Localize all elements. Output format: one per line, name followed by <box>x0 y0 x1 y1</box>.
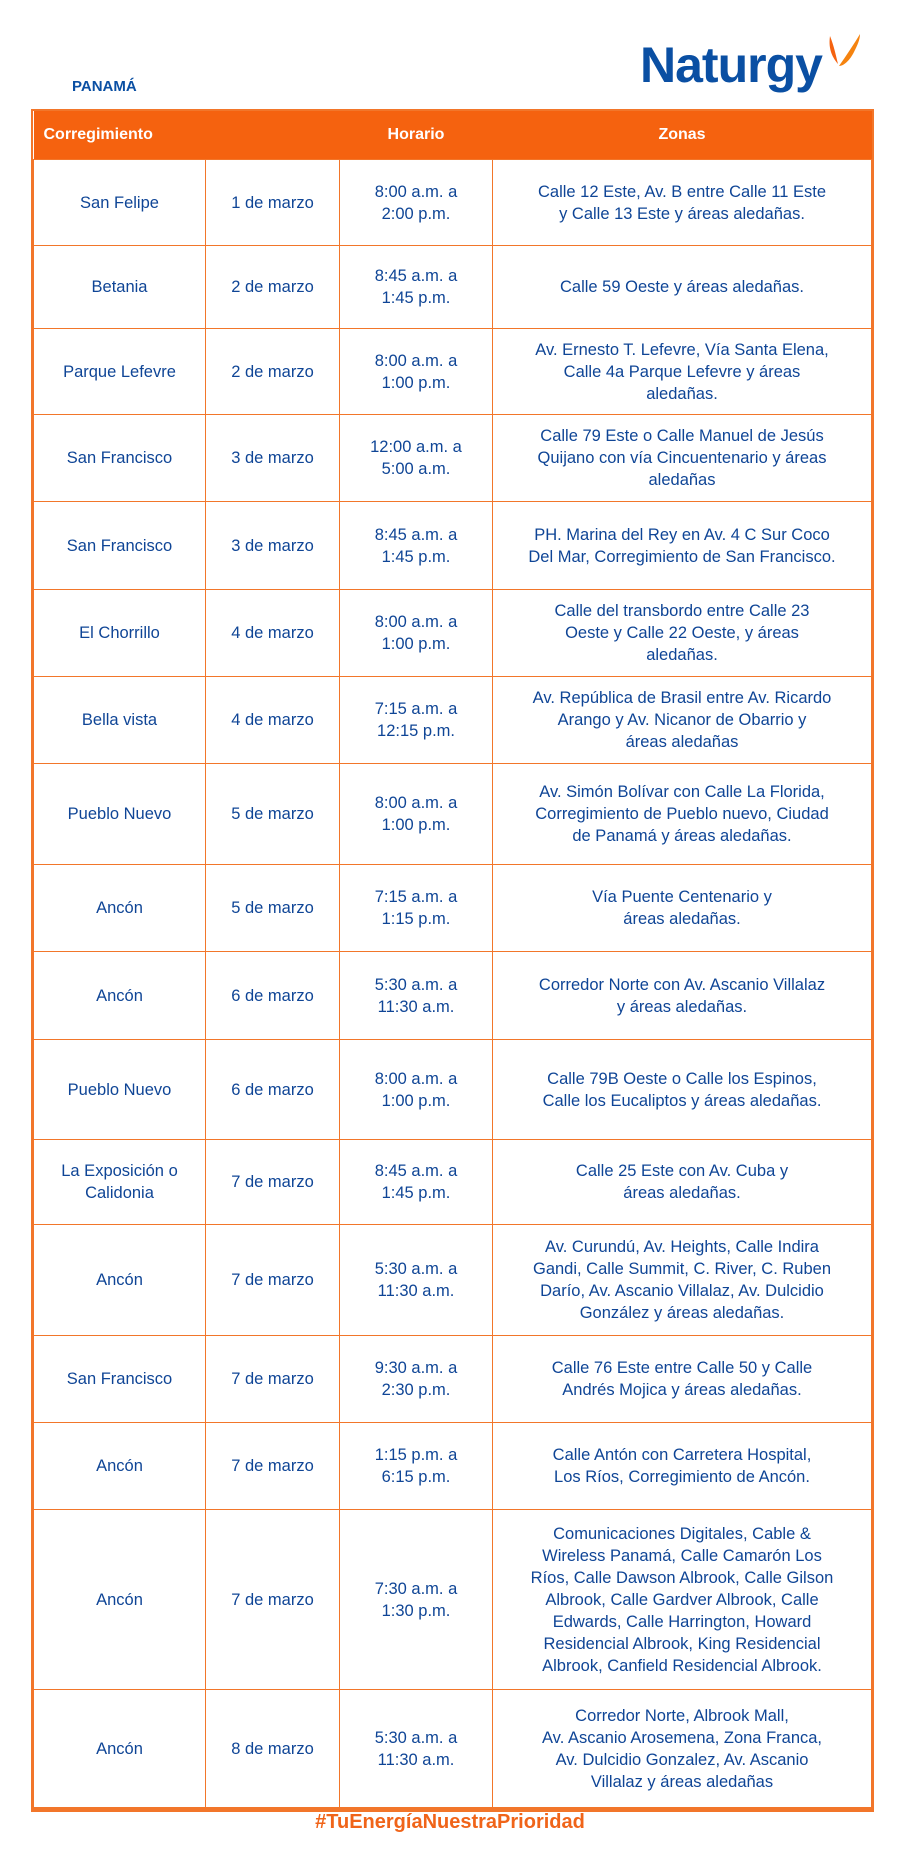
cell-zonas: Calle del transbordo entre Calle 23 Oest… <box>492 589 872 677</box>
table-row: Betania 2 de marzo 8:45 a.m. a 1:45 p.m. Ca… <box>33 245 872 329</box>
cell-horario: 7:15 a.m. a 1:15 p.m. <box>339 864 493 952</box>
cell-horario: 8:00 a.m. a 2:00 p.m. <box>339 159 493 246</box>
cell-corregimiento: El Chorrillo <box>33 589 206 677</box>
table-row: Ancón 7 de marzo 5:30 a.m. a 11:30 a.m. Av.… <box>33 1224 872 1336</box>
table-row: San Francisco 3 de marzo 12:00 a.m. a 5:00… <box>33 414 872 502</box>
cell-fecha: 2 de marzo <box>205 245 340 329</box>
cell-fecha: 8 de marzo <box>205 1689 340 1810</box>
cell-corregimiento: Ancón <box>33 1224 206 1336</box>
table-row: Ancón 6 de marzo 5:30 a.m. a 11:30 a.m. Cor… <box>33 951 872 1040</box>
cell-corregimiento: Ancón <box>33 1509 206 1690</box>
cell-corregimiento: Ancón <box>33 1689 206 1810</box>
cell-fecha: 5 de marzo <box>205 864 340 952</box>
cell-zonas: PH. Marina del Rey en Av. 4 C Sur Coco D… <box>492 501 872 590</box>
cell-corregimiento: Pueblo Nuevo <box>33 1039 206 1140</box>
table-row: Bella vista 4 de marzo 7:15 a.m. a 12:15 p… <box>33 676 872 764</box>
butterfly-icon <box>829 34 860 66</box>
cell-zonas: Vía Puente Centenario y áreas aledañas. <box>492 864 872 952</box>
cell-corregimiento: Ancón <box>33 1422 206 1510</box>
cell-horario: 8:00 a.m. a 1:00 p.m. <box>339 328 493 415</box>
cell-horario: 5:30 a.m. a 11:30 a.m. <box>339 1689 493 1810</box>
cell-horario: 5:30 a.m. a 11:30 a.m. <box>339 951 493 1040</box>
cell-fecha: 6 de marzo <box>205 951 340 1040</box>
cell-zonas: Calle 59 Oeste y áreas aledañas. <box>492 245 872 329</box>
cell-fecha: 7 de marzo <box>205 1224 340 1336</box>
cell-horario: 9:30 a.m. a 2:30 p.m. <box>339 1335 493 1423</box>
header-horario: Horario <box>339 111 493 160</box>
cell-fecha: 3 de marzo <box>205 501 340 590</box>
cell-zonas: Calle 79B Oeste o Calle los Espinos, Cal… <box>492 1039 872 1140</box>
cell-horario: 8:45 a.m. a 1:45 p.m. <box>339 245 493 329</box>
cell-fecha: 5 de marzo <box>205 763 340 865</box>
region-label: PANAMÁ <box>72 78 137 95</box>
cell-fecha: 7 de marzo <box>205 1139 340 1225</box>
cell-corregimiento: San Felipe <box>33 159 206 246</box>
cell-fecha: 4 de marzo <box>205 676 340 764</box>
table-row: La Exposición o Calidonia 7 de marzo 8:45 … <box>33 1139 872 1225</box>
cell-horario: 5:30 a.m. a 11:30 a.m. <box>339 1224 493 1336</box>
cell-zonas: Av. República de Brasil entre Av. Ricard… <box>492 676 872 764</box>
cell-corregimiento: La Exposición o Calidonia <box>33 1139 206 1225</box>
cell-zonas: Av. Curundú, Av. Heights, Calle Indira G… <box>492 1224 872 1336</box>
cell-fecha: 7 de marzo <box>205 1335 340 1423</box>
header-corregimiento: Corregimiento <box>33 111 206 160</box>
table-row: Ancón 5 de marzo 7:15 a.m. a 1:15 p.m. Vía … <box>33 864 872 952</box>
cell-horario: 8:00 a.m. a 1:00 p.m. <box>339 589 493 677</box>
cell-zonas: Calle 12 Este, Av. B entre Calle 11 Este… <box>492 159 872 246</box>
cell-fecha: 2 de marzo <box>205 328 340 415</box>
footer-hashtag: #TuEnergíaNuestraPrioridad <box>315 1811 585 1833</box>
cell-corregimiento: San Francisco <box>33 501 206 590</box>
header-zonas: Zonas <box>492 111 872 160</box>
cell-zonas: Calle 79 Este o Calle Manuel de Jesús Qu… <box>492 414 872 502</box>
cell-fecha: 3 de marzo <box>205 414 340 502</box>
cell-zonas: Corredor Norte con Av. Ascanio Villalaz … <box>492 951 872 1040</box>
cell-corregimiento: Ancón <box>33 864 206 952</box>
cell-horario: 8:45 a.m. a 1:45 p.m. <box>339 501 493 590</box>
cell-zonas: Av. Ernesto T. Lefevre, Vía Santa Elena,… <box>492 328 872 415</box>
naturgy-logo: Naturgy <box>640 30 864 90</box>
cell-fecha: 4 de marzo <box>205 589 340 677</box>
cell-corregimiento: Betania <box>33 245 206 329</box>
table-row: Parque Lefevre 2 de marzo 8:00 a.m. a 1:00… <box>33 328 872 415</box>
cell-horario: 8:45 a.m. a 1:45 p.m. <box>339 1139 493 1225</box>
cell-fecha: 7 de marzo <box>205 1422 340 1510</box>
cell-corregimiento: Parque Lefevre <box>33 328 206 415</box>
table-row: San Francisco 3 de marzo 8:45 a.m. a 1:45 … <box>33 501 872 590</box>
cell-zonas: Comunicaciones Digitales, Cable & Wirele… <box>492 1509 872 1690</box>
cell-horario: 8:00 a.m. a 1:00 p.m. <box>339 763 493 865</box>
cell-corregimiento: Bella vista <box>33 676 206 764</box>
cell-zonas: Calle Antón con Carretera Hospital, Los … <box>492 1422 872 1510</box>
cell-zonas: Calle 76 Este entre Calle 50 y Calle And… <box>492 1335 872 1423</box>
logo-text: Naturgy <box>640 37 823 93</box>
cell-corregimiento: Ancón <box>33 951 206 1040</box>
cell-fecha: 7 de marzo <box>205 1509 340 1690</box>
schedule-table: Corregimiento Horario Zonas San Felipe 1 … <box>31 109 874 1812</box>
table-row: San Francisco 7 de marzo 9:30 a.m. a 2:30 … <box>33 1335 872 1423</box>
cell-corregimiento: San Francisco <box>33 1335 206 1423</box>
cell-horario: 7:15 a.m. a 12:15 p.m. <box>339 676 493 764</box>
cell-horario: 8:00 a.m. a 1:00 p.m. <box>339 1039 493 1140</box>
table-row: Ancón 7 de marzo 1:15 p.m. a 6:15 p.m. Call… <box>33 1422 872 1510</box>
cell-zonas: Av. Simón Bolívar con Calle La Florida, … <box>492 763 872 865</box>
table-row: Ancón 7 de marzo 7:30 a.m. a 1:30 p.m. Comu… <box>33 1509 872 1690</box>
cell-zonas: Calle 25 Este con Av. Cuba y áreas aleda… <box>492 1139 872 1225</box>
cell-corregimiento: Pueblo Nuevo <box>33 763 206 865</box>
cell-horario: 12:00 a.m. a 5:00 a.m. <box>339 414 493 502</box>
cell-horario: 1:15 p.m. a 6:15 p.m. <box>339 1422 493 1510</box>
cell-zonas: Corredor Norte, Albrook Mall, Av. Ascani… <box>492 1689 872 1810</box>
table-row: Ancón 8 de marzo 5:30 a.m. a 11:30 a.m. Cor… <box>33 1689 872 1810</box>
table-row: San Felipe 1 de marzo 8:00 a.m. a 2:00 p.m… <box>33 159 872 246</box>
cell-fecha: 6 de marzo <box>205 1039 340 1140</box>
cell-horario: 7:30 a.m. a 1:30 p.m. <box>339 1509 493 1690</box>
table-row: Pueblo Nuevo 6 de marzo 8:00 a.m. a 1:00 p… <box>33 1039 872 1140</box>
table-header-row: Corregimiento Horario Zonas <box>33 111 872 160</box>
cell-corregimiento: San Francisco <box>33 414 206 502</box>
table-row: El Chorrillo 4 de marzo 8:00 a.m. a 1:00 p… <box>33 589 872 677</box>
header-fecha <box>205 111 340 160</box>
cell-fecha: 1 de marzo <box>205 159 340 246</box>
table-row: Pueblo Nuevo 5 de marzo 8:00 a.m. a 1:00 p… <box>33 763 872 865</box>
